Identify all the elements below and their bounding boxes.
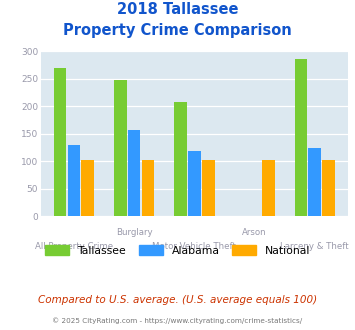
- Bar: [202, 160, 214, 216]
- Text: Compared to U.S. average. (U.S. average equals 100): Compared to U.S. average. (U.S. average …: [38, 295, 317, 305]
- Bar: [67, 145, 80, 216]
- Text: Motor Vehicle Theft: Motor Vehicle Theft: [152, 242, 236, 251]
- Bar: [142, 160, 154, 216]
- Bar: [114, 80, 127, 216]
- Text: All Property Crime: All Property Crime: [35, 242, 113, 251]
- Text: 2018 Tallassee: 2018 Tallassee: [117, 2, 238, 16]
- Bar: [81, 160, 94, 216]
- Bar: [128, 130, 141, 216]
- Text: Burglary: Burglary: [116, 228, 152, 237]
- Text: Property Crime Comparison: Property Crime Comparison: [63, 23, 292, 38]
- Bar: [262, 160, 275, 216]
- Text: Arson: Arson: [242, 228, 267, 237]
- Bar: [322, 160, 335, 216]
- Bar: [54, 68, 66, 216]
- Text: Larceny & Theft: Larceny & Theft: [280, 242, 349, 251]
- Legend: Tallassee, Alabama, National: Tallassee, Alabama, National: [40, 241, 315, 260]
- Bar: [308, 148, 321, 216]
- Text: © 2025 CityRating.com - https://www.cityrating.com/crime-statistics/: © 2025 CityRating.com - https://www.city…: [53, 317, 302, 324]
- Bar: [295, 59, 307, 216]
- Bar: [188, 151, 201, 216]
- Bar: [174, 102, 187, 216]
